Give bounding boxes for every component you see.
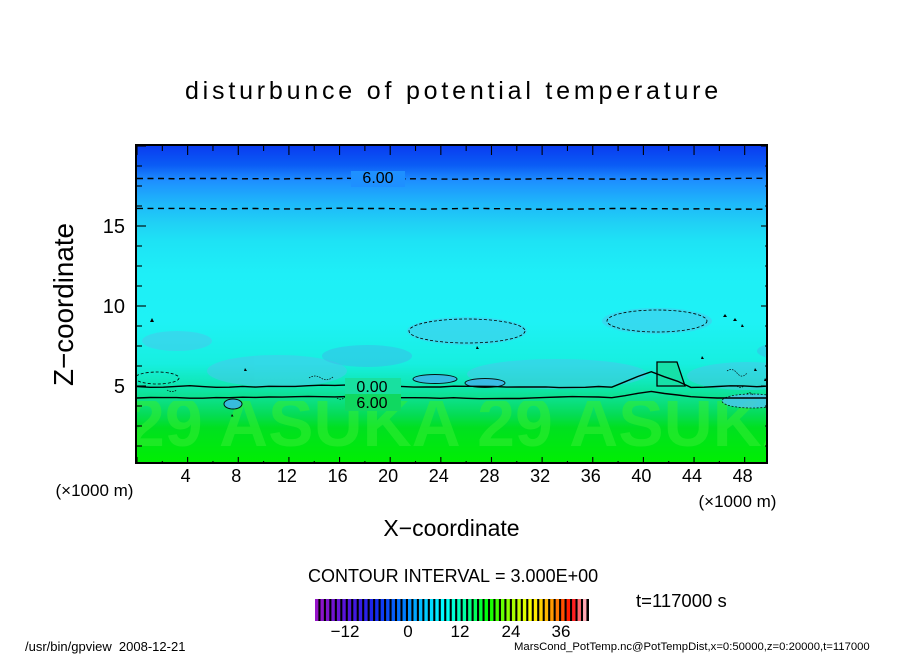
svg-text:0.00: 0.00	[356, 379, 387, 396]
svg-text:6.00: 6.00	[362, 170, 393, 187]
svg-text:6.00: 6.00	[356, 395, 387, 412]
